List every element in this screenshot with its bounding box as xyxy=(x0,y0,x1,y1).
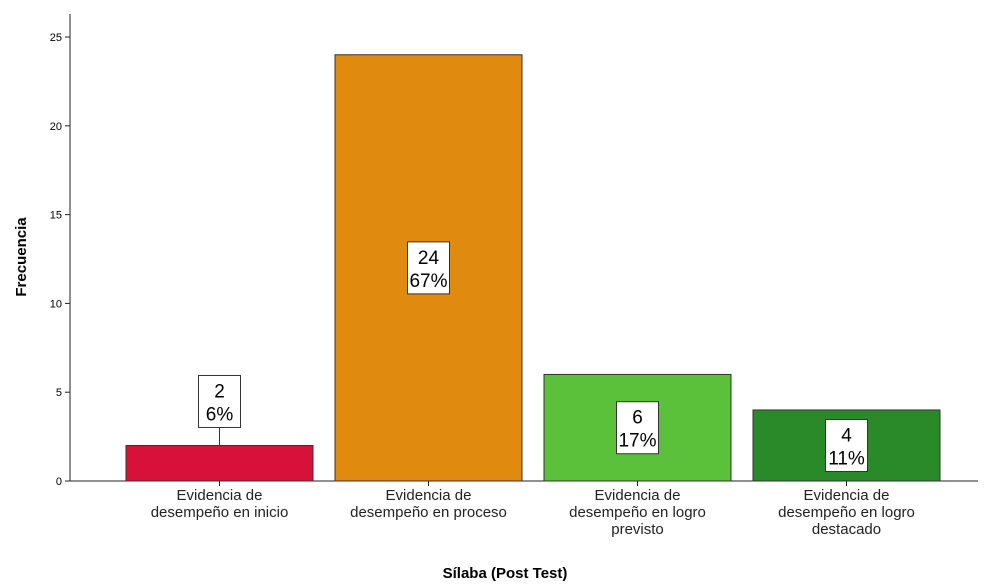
x-tick-label: Evidencia de desempeño en logro previsto xyxy=(569,487,706,538)
x-tick-label: Evidencia de desempeño en proceso xyxy=(350,487,507,521)
data-label-box xyxy=(825,418,868,472)
x-tick-label: Evidencia de desempeño en logro destacado xyxy=(778,487,915,538)
x-tick-label: Evidencia de desempeño en inicio xyxy=(151,487,289,521)
y-tick-label: 5 xyxy=(56,387,62,399)
y-tick-label: 15 xyxy=(50,210,62,222)
data-label-box xyxy=(616,401,659,455)
data-label-percent: 11% xyxy=(828,448,865,469)
data-label-count: 4 xyxy=(841,425,852,446)
bar xyxy=(125,444,314,482)
data-label-percent: 67% xyxy=(409,271,447,292)
bars xyxy=(125,54,941,482)
y-tick-label: 20 xyxy=(50,121,62,133)
data-label-box xyxy=(407,241,450,295)
y-tick-label: 25 xyxy=(50,32,62,44)
data-label-box xyxy=(198,374,241,428)
data-label-percent: 17% xyxy=(618,431,656,452)
y-tick-label: 0 xyxy=(56,476,62,488)
x-axis-title: Sílaba (Post Test) xyxy=(443,565,568,582)
data-label-count: 6 xyxy=(632,408,643,429)
data-label-count: 2 xyxy=(214,381,225,402)
data-label-percent: 6% xyxy=(206,404,234,425)
category-labels: Evidencia de desempeño en inicio Evidencia… xyxy=(151,487,915,538)
data-label-count: 24 xyxy=(418,248,440,269)
y-tick-label: 10 xyxy=(50,298,62,310)
y-axis-title: Frecuencia xyxy=(13,217,30,297)
